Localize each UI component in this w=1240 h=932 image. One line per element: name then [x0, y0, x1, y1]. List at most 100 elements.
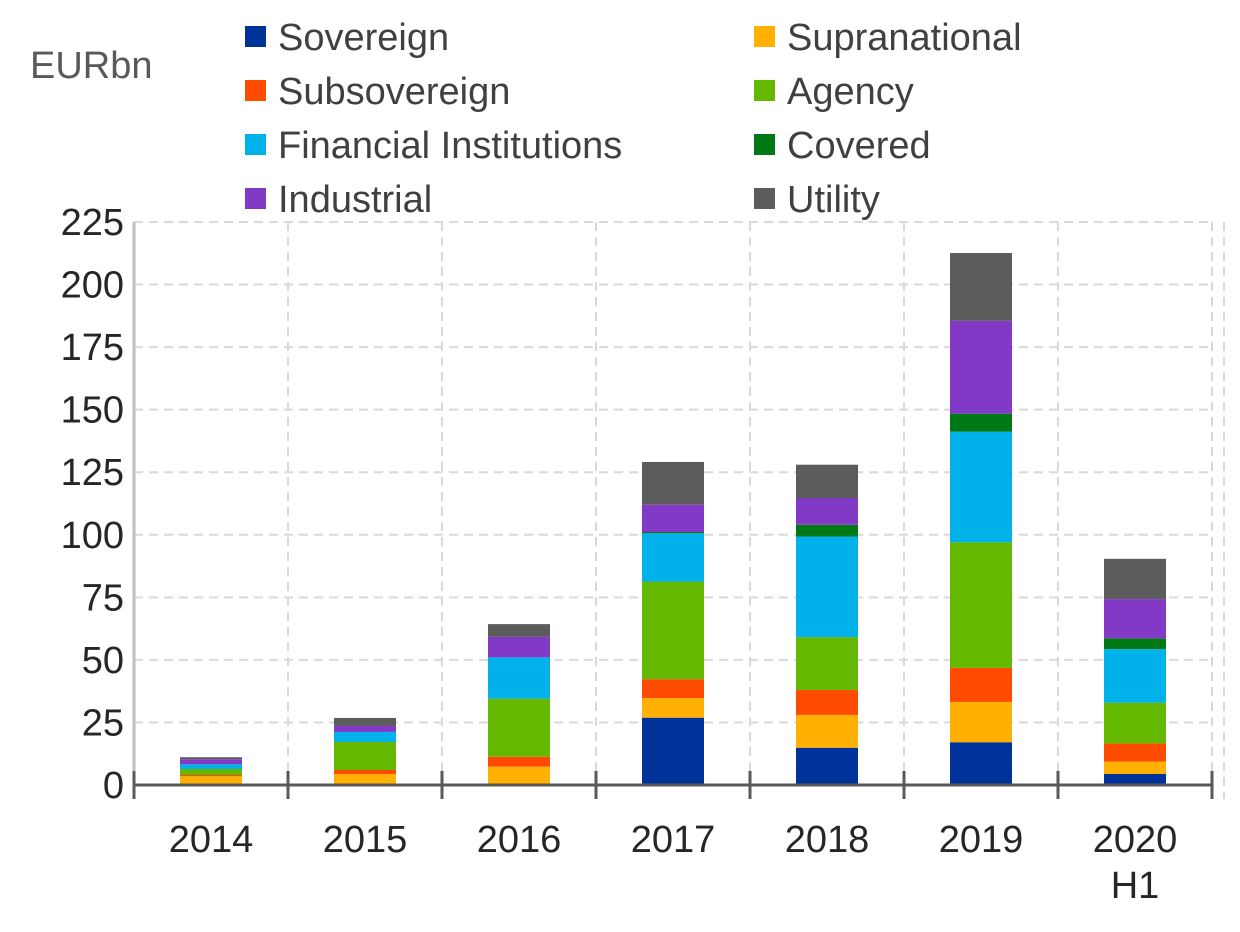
legend-item-covered: Covered: [754, 125, 931, 167]
bar-segment-subsovereign: [180, 774, 242, 777]
x-tick-label: 2016: [477, 819, 562, 861]
legend-swatch: [754, 134, 775, 155]
bar-segment-supranational: [950, 701, 1012, 743]
axes: [132, 222, 1214, 799]
legend-swatch: [754, 188, 775, 209]
bar-segment-utility: [642, 461, 704, 505]
bar-segment-financial-institutions: [1104, 649, 1166, 703]
x-axis-ticks: 2014 2015 2016 2017 2018 2019 2020 H1: [169, 819, 1178, 907]
bar-segment-utility: [488, 624, 550, 637]
gridlines: [134, 221, 1225, 799]
legend-item-sovereign: Sovereign: [245, 17, 449, 59]
legend-label: Covered: [787, 125, 931, 167]
y-tick-label: 75: [82, 577, 124, 619]
bar-stack-2018: [796, 464, 858, 785]
bar-segment-supranational: [796, 714, 858, 748]
legend-swatch: [754, 80, 775, 101]
bar-segment-utility: [796, 464, 858, 498]
bar-segment-agency: [180, 768, 242, 775]
bar-segment-financial-institutions: [950, 431, 1012, 543]
y-tick-label: 0: [103, 765, 124, 807]
bar-stack-2019: [950, 253, 1012, 785]
bar-segment-industrial: [642, 504, 704, 533]
legend-item-supranational: Supranational: [754, 17, 1022, 59]
bar-stack-2015: [334, 717, 396, 785]
bar-segment-supranational: [642, 698, 704, 718]
legend-label: Financial Institutions: [278, 125, 622, 167]
bar-segment-covered: [642, 532, 704, 534]
y-tick-label: 125: [61, 452, 124, 494]
x-tick-label: 2017: [631, 819, 716, 861]
legend-swatch: [245, 26, 266, 47]
legend-label: Industrial: [278, 179, 432, 221]
bar-segment-agency: [488, 698, 550, 757]
bar-segment-agency: [796, 637, 858, 690]
y-tick-label: 200: [61, 265, 124, 307]
x-tick-label: 2014: [169, 819, 254, 861]
bar-segment-subsovereign: [796, 689, 858, 715]
y-tick-label: 100: [61, 515, 124, 557]
bar-stack-2017: [642, 461, 704, 785]
bar-segment-sovereign: [950, 742, 1012, 785]
bar-segment-financial-institutions: [334, 731, 396, 742]
legend-swatch: [245, 134, 266, 155]
legend-swatch: [245, 188, 266, 209]
bar-segment-agency: [950, 542, 1012, 668]
legend-label: Supranational: [787, 17, 1022, 59]
y-tick-label: 150: [61, 390, 124, 432]
bar-segment-agency: [334, 741, 396, 770]
bar-segment-industrial: [1104, 599, 1166, 639]
y-axis-unit-label: EURbn: [30, 45, 153, 87]
bar-segment-industrial: [488, 636, 550, 658]
bar-segment-supranational: [1104, 761, 1166, 774]
bar-segment-sovereign: [1104, 773, 1166, 785]
legend-swatch: [245, 80, 266, 101]
legend-item-industrial: Industrial: [245, 179, 432, 221]
bar-segment-utility: [1104, 558, 1166, 600]
legend-label: Agency: [787, 71, 914, 113]
legend-item-financial-institutions: Financial Institutions: [245, 125, 622, 167]
bar-segment-supranational: [488, 766, 550, 785]
bar-stack-2016: [488, 624, 550, 785]
bar-segment-subsovereign: [1104, 743, 1166, 762]
bars: [180, 253, 1166, 785]
x-tick-label: 2020 H1: [1093, 819, 1178, 907]
x-tick-label: 2019: [939, 819, 1024, 861]
bar-segment-supranational: [180, 776, 242, 785]
legend-label: Sovereign: [278, 17, 449, 59]
y-tick-label: 25: [82, 702, 124, 744]
bar-segment-utility: [180, 757, 242, 760]
bar-stack-2014: [180, 757, 242, 785]
bar-segment-utility: [950, 253, 1012, 321]
legend-item-subsovereign: Subsovereign: [245, 71, 510, 113]
bar-segment-supranational: [334, 773, 396, 785]
bar-segment-agency: [1104, 702, 1166, 744]
bar-segment-subsovereign: [488, 756, 550, 767]
bar-segment-utility: [334, 717, 396, 726]
legend-swatch: [754, 26, 775, 47]
y-tick-label: 50: [82, 640, 124, 682]
y-tick-label: 225: [61, 202, 124, 244]
legend: Sovereign Supranational Subsovereign Agency…: [245, 17, 1022, 221]
bar-segment-industrial: [950, 320, 1012, 414]
bar-segment-subsovereign: [334, 769, 396, 774]
bar-segment-financial-institutions: [180, 764, 242, 769]
bar-segment-subsovereign: [642, 679, 704, 699]
bar-segment-financial-institutions: [796, 536, 858, 638]
bar-segment-agency: [642, 581, 704, 680]
bar-segment-covered: [796, 524, 858, 537]
legend-label: Utility: [787, 179, 880, 221]
legend-item-utility: Utility: [754, 179, 880, 221]
bar-segment-subsovereign: [950, 667, 1012, 702]
y-tick-label: 175: [61, 327, 124, 369]
bar-segment-covered: [950, 413, 1012, 432]
bar-segment-industrial: [796, 497, 858, 525]
bar-segment-financial-institutions: [642, 533, 704, 582]
legend-label: Subsovereign: [278, 71, 510, 113]
bar-segment-financial-institutions: [488, 657, 550, 699]
x-tick-label: 2015: [323, 819, 408, 861]
bar-segment-covered: [1104, 638, 1166, 650]
bar-segment-sovereign: [796, 747, 858, 785]
x-tick-label: 2018: [785, 819, 870, 861]
